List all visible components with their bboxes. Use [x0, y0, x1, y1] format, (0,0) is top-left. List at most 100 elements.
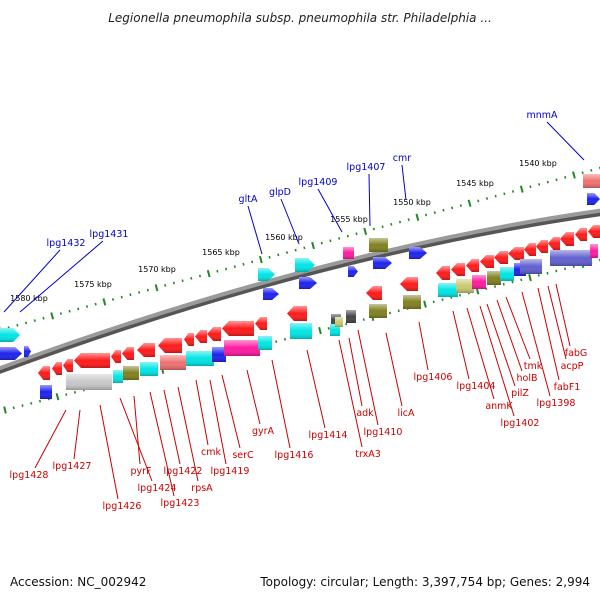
scale-tick-lower [3, 406, 7, 414]
forward-gene-label-glpd: glpD [269, 187, 291, 198]
reverse-gene-near-shade [524, 243, 536, 256]
reverse-gene-near-shade [480, 255, 494, 268]
scale-tick-upper [477, 199, 480, 203]
leader-line-fabf1 [537, 287, 560, 381]
scale-tick-upper [94, 302, 97, 306]
scale-tick-upper [277, 253, 280, 257]
forward-gene-label-cmr: cmr [393, 153, 411, 164]
label-leader-lines [3, 121, 585, 500]
scale-tick-upper [216, 269, 219, 273]
reverse-gene-far-shade [590, 244, 598, 258]
forward-gene-outer-shade [0, 347, 22, 360]
scale-tick-upper [485, 197, 489, 200]
reverse-gene-label-acpp: acpP [561, 361, 584, 372]
leader-line-holb [496, 299, 523, 372]
reverse-gene-far-shade [550, 250, 592, 266]
leader-line-lpg1431 [19, 240, 104, 313]
leader-line-rpsa [177, 386, 199, 482]
reverse-gene-near-shade [255, 317, 267, 330]
leader-line-lpg1402 [479, 305, 515, 417]
reverse-gene-far-shade [224, 340, 260, 356]
leader-line-lpg1427 [73, 409, 81, 460]
reverse-gene-label-lpg1410: lpg1410 [364, 427, 403, 438]
scale-tick-lower [345, 322, 348, 326]
reverse-gene-far-shade [520, 259, 542, 274]
reverse-gene-far-shade [335, 317, 343, 327]
scale-tick-upper [225, 267, 228, 271]
leader-line-lpg1407 [368, 173, 371, 227]
scale-tick-upper [546, 180, 549, 184]
forward-gene-label-lpg1431: lpg1431 [90, 229, 129, 240]
scale-label-1580-kbp: 1580 kbp [10, 294, 48, 303]
forward-gene-label-mnma: mnmA [526, 110, 558, 121]
scale-tick-upper [294, 248, 297, 252]
leader-line-lpg1432 [3, 249, 61, 313]
scale-tick-lower [275, 340, 278, 343]
scale-tick-upper [85, 305, 89, 308]
scale-tick-upper [77, 307, 80, 311]
scale-tick-upper [581, 171, 584, 175]
reverse-gene-far-shade [487, 271, 501, 285]
scale-label-1575-kbp: 1575 kbp [74, 280, 112, 289]
leader-line-cmr [401, 164, 407, 201]
scale-tick-upper [494, 194, 497, 198]
reverse-gene-near-shade [436, 266, 450, 280]
forward-gene-outer-shade [299, 277, 317, 289]
reverse-gene-far-shade [403, 295, 421, 309]
scale-tick-upper [407, 218, 410, 222]
scale-tick-lower [388, 311, 392, 315]
forward-gene-outer-shade [373, 257, 392, 269]
gene-labels: mnmA cmr lpg1407 lpg1409 glpD gltA lpg1431 lpg1… [10, 110, 588, 512]
scale-tick-upper [68, 309, 71, 313]
reverse-gene-far-shade [40, 385, 52, 399]
reverse-gene-label-lpg1428: lpg1428 [10, 470, 49, 481]
reverse-gene-label-rpsa: rpsA [191, 483, 213, 494]
scale-tick-upper [258, 255, 263, 264]
scale-tick-lower [511, 280, 514, 284]
reverse-gene-label-serc: serC [232, 450, 254, 461]
leader-line-anmk [466, 307, 495, 400]
reverse-gene-far-shade [123, 366, 139, 380]
scale-tick-lower [283, 338, 287, 341]
scale-tick-lower [520, 278, 523, 282]
scale-tick-upper [329, 239, 332, 243]
accession-text: Accession: NC_002942 [10, 575, 146, 589]
scale-tick-upper [198, 274, 202, 278]
reverse-gene-label-lpg1419: lpg1419 [211, 466, 250, 477]
reverse-gene-near-shade [560, 232, 574, 246]
reverse-gene-far-shade [369, 304, 387, 318]
reverse-gene-near-shade [466, 259, 479, 272]
scale-tick-upper [206, 270, 211, 278]
reverse-gene-label-pyrf: pyrF [130, 466, 151, 477]
leader-line-lpg1416 [271, 359, 291, 449]
scale-tick-upper [503, 192, 506, 196]
scale-tick-upper [181, 279, 184, 283]
reverse-gene-near-shade [111, 350, 121, 363]
reverse-gene-near-shade [122, 347, 134, 360]
leader-line-lpg1409 [317, 188, 343, 233]
leader-line-lpg1404 [452, 310, 470, 380]
gene-features [0, 174, 600, 399]
forward-gene-inner-shade [0, 328, 20, 342]
reverse-gene-far-shade [66, 374, 112, 390]
reverse-gene-far-shade [290, 323, 312, 339]
reverse-gene-label-fabf1: fabF1 [554, 382, 581, 393]
leader-line-lpg1428 [34, 409, 67, 469]
reverse-gene-label-pilz: pilZ [511, 388, 529, 399]
reverse-gene-label-lpg1416: lpg1416 [275, 450, 314, 461]
reverse-gene-near-shade [287, 306, 307, 321]
reverse-gene-near-shade [52, 362, 62, 375]
scale-tick-lower [318, 326, 322, 335]
scale-tick-lower [55, 393, 60, 401]
scale-tick-upper [381, 225, 384, 229]
reverse-gene-far-shade [140, 362, 158, 376]
leader-line-cmk [195, 379, 209, 446]
scale-tick-upper [311, 241, 315, 250]
reverse-gene-near-shade [74, 353, 110, 368]
leader-line-glpd [280, 198, 300, 245]
scale-tick-upper [390, 222, 393, 226]
leader-line-pyrf [133, 395, 141, 465]
scale-tick-lower [397, 309, 400, 313]
reverse-gene-far-shade [113, 370, 123, 383]
